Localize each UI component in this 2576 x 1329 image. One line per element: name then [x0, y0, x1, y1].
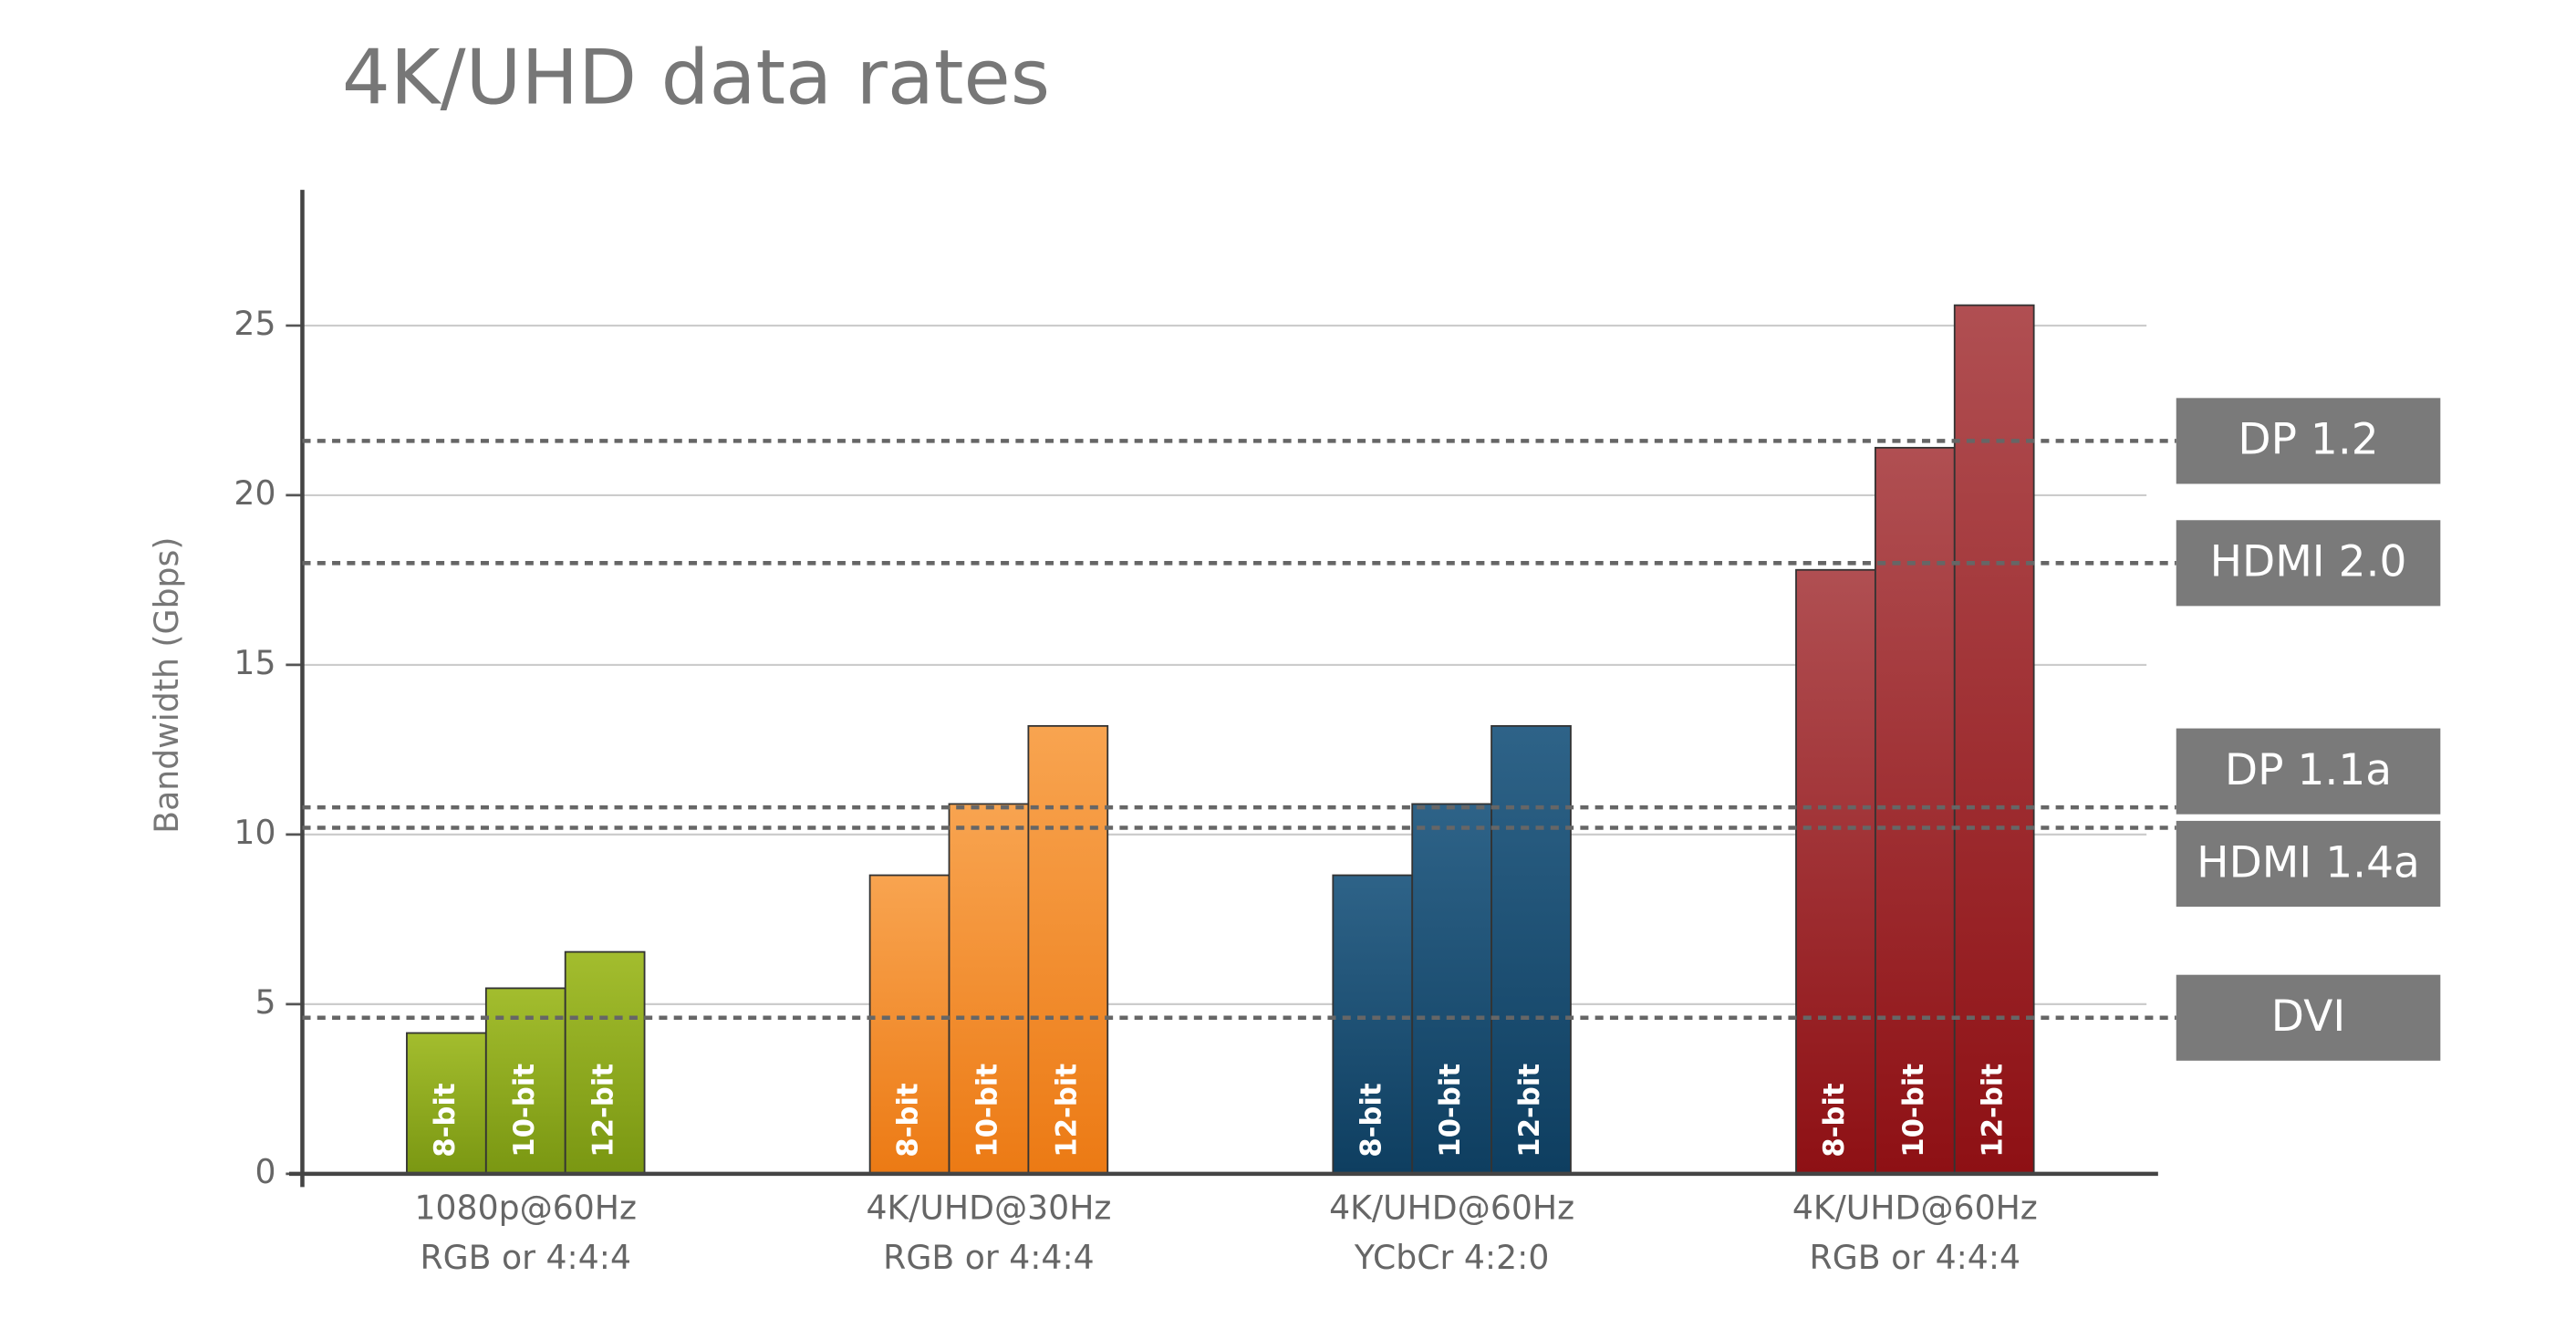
bar-label: 8-bit [429, 1083, 462, 1157]
y-tick-label: 15 [234, 643, 275, 682]
bar-label: 8-bit [1355, 1083, 1387, 1157]
bar-label: 10-bit [971, 1064, 1003, 1158]
reference-label: DVI [2271, 992, 2345, 1042]
x-tick-label: RGB or 4:4:4 [883, 1238, 1095, 1277]
reference-badge [2176, 520, 2441, 607]
bar [1795, 568, 1876, 1175]
bar [1874, 446, 1956, 1175]
bar [564, 950, 646, 1175]
x-tick-label: RGB or 4:4:4 [1810, 1238, 2020, 1277]
bar [1332, 874, 1414, 1175]
bar [406, 1032, 487, 1175]
bar-label: 10-bit [1897, 1064, 1930, 1158]
x-tick-label: YCbCr 4:2:0 [1354, 1238, 1549, 1277]
reference-label: HDMI 2.0 [2210, 537, 2407, 587]
x-tick-label: RGB or 4:4:4 [421, 1238, 632, 1277]
x-tick-label: 4K/UHD@60Hz [1792, 1189, 2038, 1228]
reference-badge [2176, 728, 2441, 815]
bar-label: 10-bit [508, 1064, 541, 1158]
reference-label: DP 1.1a [2225, 745, 2392, 795]
x-tick-label: 4K/UHD@30Hz [866, 1189, 1111, 1228]
y-tick-label: 5 [254, 982, 275, 1022]
y-tick-label: 25 [234, 304, 275, 343]
bar [1953, 304, 2035, 1175]
y-tick-label: 20 [234, 473, 275, 513]
reference-badge [2176, 398, 2441, 484]
y-tick-label: 10 [234, 813, 275, 852]
chart-title: 4K/UHD data rates [342, 33, 1050, 121]
bar [1027, 724, 1109, 1175]
bar-label: 8-bit [892, 1083, 925, 1157]
x-tick-label: 1080p@60Hz [415, 1189, 638, 1228]
reference-label: DP 1.2 [2238, 415, 2378, 465]
bar [1491, 724, 1572, 1175]
reference-badge [2176, 974, 2441, 1061]
reference-label: HDMI 1.4a [2197, 837, 2420, 888]
x-tick-label: 4K/UHD@60Hz [1329, 1189, 1574, 1228]
bar-label: 12-bit [1050, 1064, 1083, 1158]
bar [868, 874, 950, 1175]
reference-badge [2176, 820, 2441, 908]
y-tick-label: 0 [254, 1152, 275, 1191]
bar [948, 803, 1030, 1175]
bar-label: 10-bit [1434, 1064, 1467, 1158]
bar-label: 8-bit [1818, 1083, 1851, 1157]
y-axis-label: Bandwidth (Gbps) [147, 537, 186, 834]
bar-label: 12-bit [587, 1064, 620, 1158]
bar-label: 12-bit [1513, 1064, 1546, 1158]
bar-label: 12-bit [1977, 1064, 2010, 1158]
